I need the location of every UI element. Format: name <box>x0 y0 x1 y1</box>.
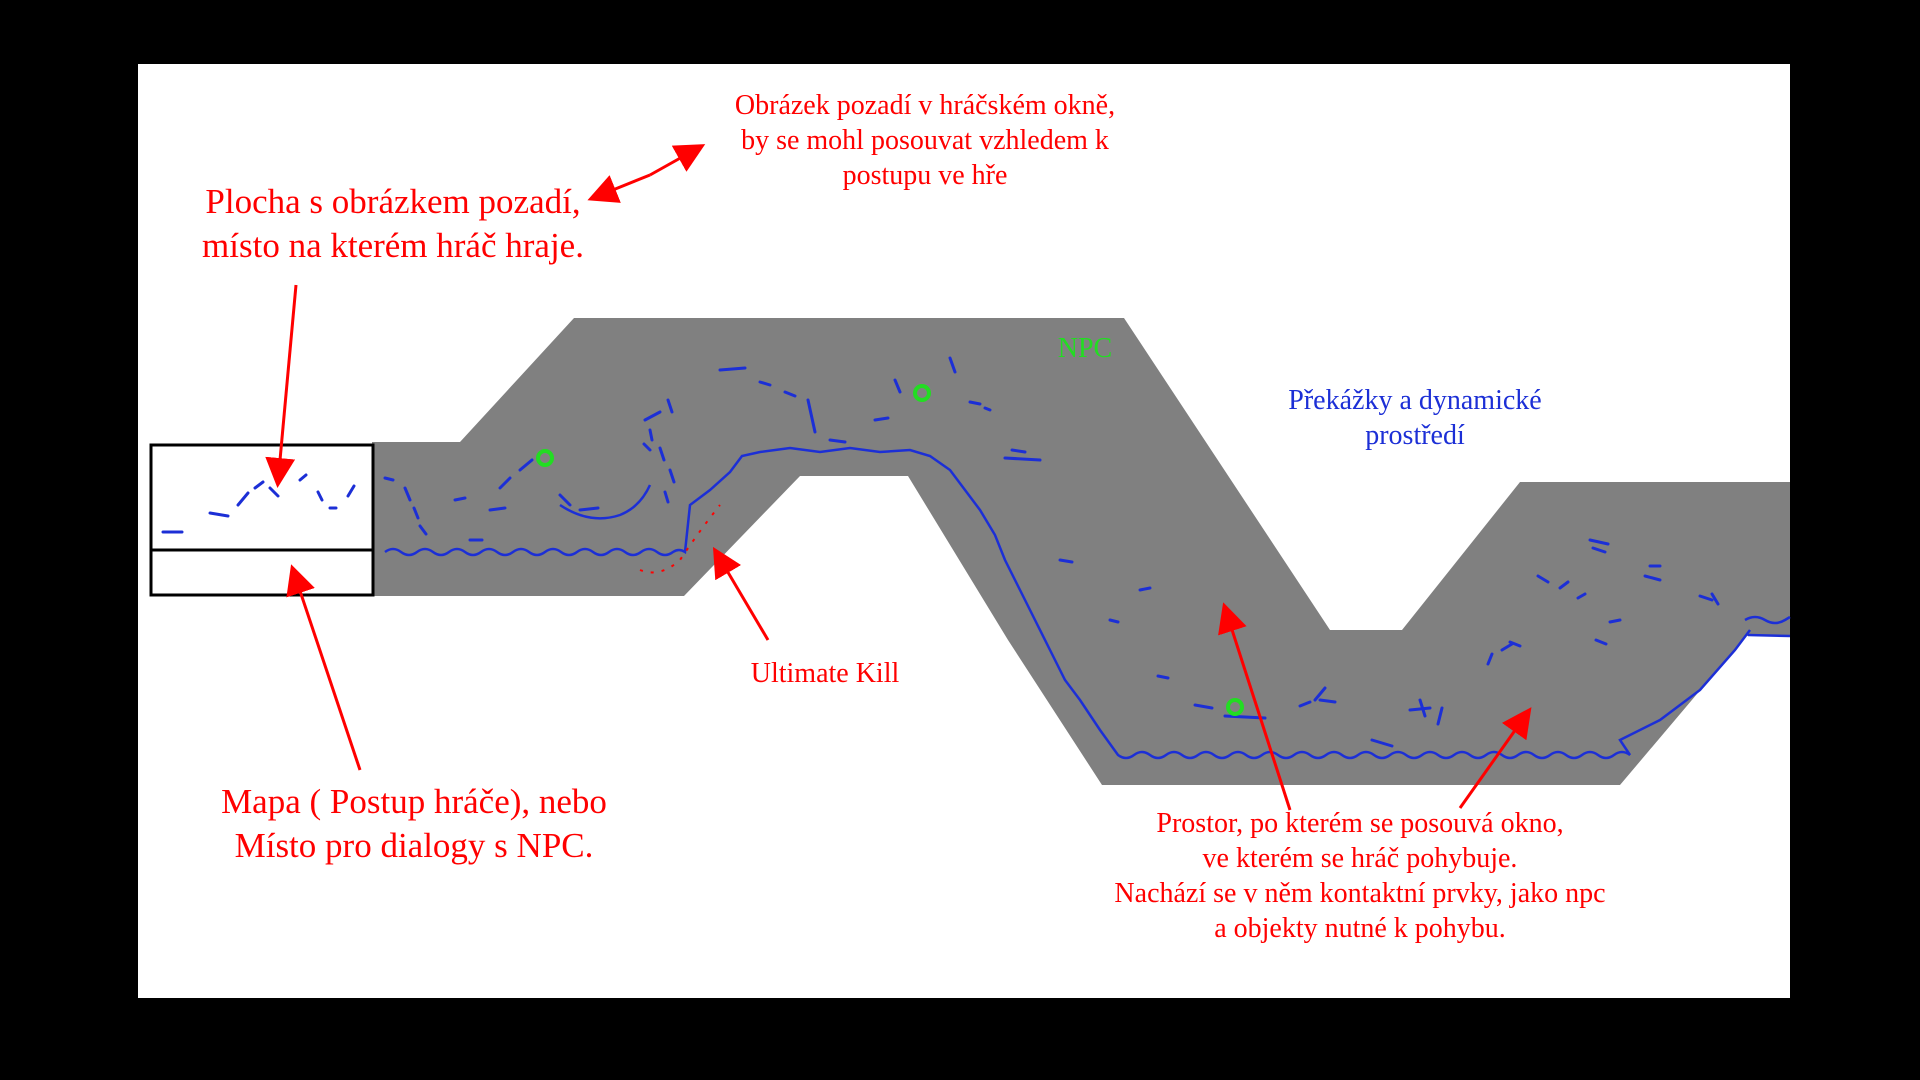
label-map-panel: Mapa ( Postup hráče), nebo Místo pro dia… <box>221 782 607 865</box>
arrow-background-bidirectional-b <box>587 173 651 203</box>
ground-contours <box>384 446 1791 760</box>
mini-map-track <box>161 473 356 534</box>
arrow-background-bidirectional-a <box>649 144 706 177</box>
npc-marker-1 <box>536 449 554 467</box>
ultimate-kill-trail <box>639 504 721 574</box>
annotation-arrows <box>265 144 1532 811</box>
label-movement-space: Prostor, po kterém se posouvá okno, ve k… <box>1114 808 1606 944</box>
arrow-ultimate-kill <box>712 546 770 641</box>
label-play-area: Plocha s obrázkem pozadí, místo na které… <box>202 182 584 265</box>
label-ultimate-kill: Ultimate Kill <box>750 658 900 689</box>
label-background-image: Obrázek pozadí v hráčském okně, by se mo… <box>734 90 1116 191</box>
npc-marker-3 <box>1226 698 1244 716</box>
label-obstacles: Překážky a dynamické prostředí <box>1288 385 1542 451</box>
label-npc: NPC <box>1057 333 1113 364</box>
map-panel-frame <box>149 443 375 597</box>
arrow-map-panel <box>286 564 362 771</box>
arrow-movement-space-b <box>1458 707 1532 809</box>
arrow-play-area-to-map <box>265 284 298 488</box>
obstacle-marks <box>383 356 1720 748</box>
npc-marker-2 <box>913 384 931 402</box>
arrow-movement-space-a <box>1218 602 1292 811</box>
terrain-band <box>372 318 1790 785</box>
